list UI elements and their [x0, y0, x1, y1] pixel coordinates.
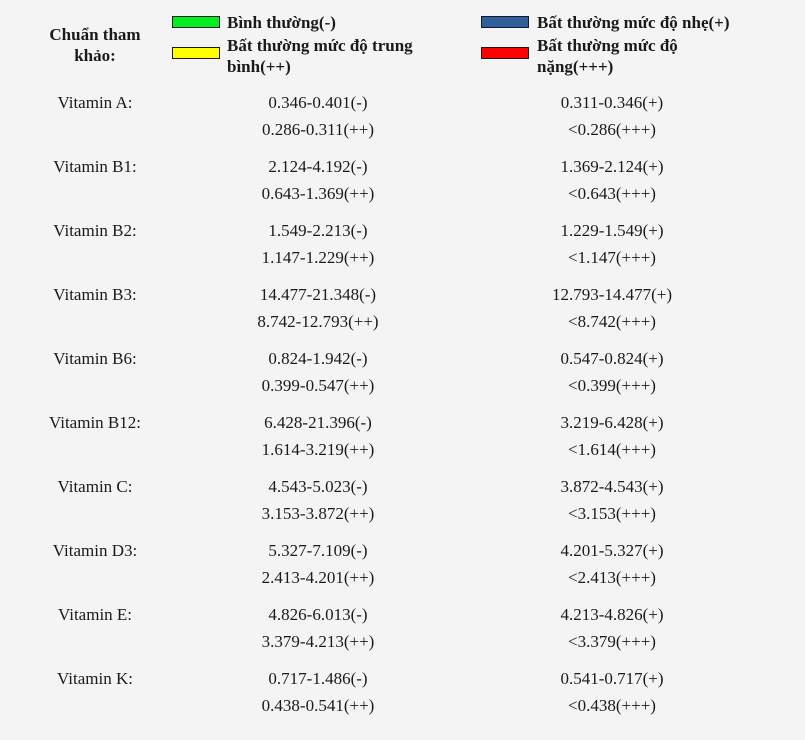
- moderate-range: 0.399-0.547(++): [261, 376, 375, 395]
- vitamin-row: Vitamin E: 4.826-6.013(-) 4.213-4.826(+)…: [0, 602, 805, 666]
- severe-range: <8.742(+++): [568, 312, 656, 331]
- moderate-range: 3.379-4.213(++): [261, 632, 375, 651]
- mild-range: 4.201-5.327(+): [560, 541, 664, 560]
- normal-range: 6.428-21.396(-): [264, 413, 372, 432]
- severe-range: <3.153(+++): [568, 504, 656, 523]
- legend-title: Chuẩn tham khảo:: [49, 25, 141, 65]
- vitamin-row: Vitamin B12: 6.428-21.396(-) 3.219-6.428…: [0, 410, 805, 474]
- normal-range: 2.124-4.192(-): [268, 157, 368, 176]
- mild-range: 3.219-6.428(+): [560, 413, 664, 432]
- moderate-range: 1.147-1.229(++): [261, 248, 375, 267]
- reference-legend: Chuẩn tham khảo: Bình thường(-) Bất thườ…: [0, 0, 805, 85]
- vitamin-row: Vitamin D3: 5.327-7.109(-) 4.201-5.327(+…: [0, 538, 805, 602]
- legend-label-mild: Bất thường mức độ nhẹ(+): [537, 13, 730, 32]
- vitamin-row: Vitamin B6: 0.824-1.942(-) 0.547-0.824(+…: [0, 346, 805, 410]
- vitamin-row: Vitamin C: 4.543-5.023(-) 3.872-4.543(+)…: [0, 474, 805, 538]
- vitamin-row: Vitamin K: 0.717-1.486(-) 0.541-0.717(+)…: [0, 666, 805, 730]
- moderate-range: 0.438-0.541(++): [261, 696, 375, 715]
- vitamin-name: Vitamin D3:: [52, 541, 138, 560]
- vitamin-name: Vitamin K:: [57, 669, 133, 688]
- vitamin-row: Vitamin B3: 14.477-21.348(-) 12.793-14.4…: [0, 282, 805, 346]
- vitamin-name: Vitamin E:: [57, 605, 133, 624]
- severe-color-swatch: [481, 47, 529, 59]
- severe-range: <0.399(+++): [568, 376, 656, 395]
- severe-range: <0.643(+++): [568, 184, 656, 203]
- moderate-range: 1.614-3.219(++): [261, 440, 375, 459]
- moderate-color-swatch: [172, 47, 220, 59]
- normal-range: 0.824-1.942(-): [268, 349, 368, 368]
- mild-range: 1.229-1.549(+): [560, 221, 664, 240]
- moderate-range: 8.742-12.793(++): [257, 312, 379, 331]
- vitamin-name: Vitamin B2:: [53, 221, 137, 240]
- vitamin-row: Vitamin B2: 1.549-2.213(-) 1.229-1.549(+…: [0, 218, 805, 282]
- mild-color-swatch: [481, 16, 529, 28]
- vitamin-reference-table: Vitamin A: 0.346-0.401(-) 0.311-0.346(+)…: [0, 90, 805, 730]
- normal-color-swatch: [172, 16, 220, 28]
- normal-range: 4.543-5.023(-): [268, 477, 368, 496]
- moderate-range: 3.153-3.872(++): [261, 504, 375, 523]
- vitamin-name: Vitamin B12:: [48, 413, 141, 432]
- moderate-range: 0.286-0.311(++): [261, 120, 375, 139]
- legend-label-severe: Bất thường mức độ nặng(+++): [537, 36, 678, 76]
- severe-range: <3.379(+++): [568, 632, 656, 651]
- legend-label-normal: Bình thường(-): [227, 13, 336, 32]
- moderate-range: 0.643-1.369(++): [261, 184, 375, 203]
- severe-range: <0.286(+++): [568, 120, 656, 139]
- normal-range: 4.826-6.013(-): [268, 605, 368, 624]
- normal-range: 5.327-7.109(-): [268, 541, 368, 560]
- moderate-range: 2.413-4.201(++): [261, 568, 375, 587]
- normal-range: 14.477-21.348(-): [259, 285, 377, 304]
- normal-range: 1.549-2.213(-): [268, 221, 368, 240]
- mild-range: 0.547-0.824(+): [560, 349, 664, 368]
- severe-range: <0.438(+++): [568, 696, 656, 715]
- severe-range: <1.147(+++): [568, 248, 656, 267]
- vitamin-name: Vitamin A:: [57, 93, 133, 112]
- normal-range: 0.717-1.486(-): [268, 669, 368, 688]
- mild-range: 4.213-4.826(+): [560, 605, 664, 624]
- mild-range: 3.872-4.543(+): [560, 477, 664, 496]
- severe-range: <2.413(+++): [568, 568, 656, 587]
- mild-range: 12.793-14.477(+): [551, 285, 673, 304]
- legend-label-moderate: Bất thường mức độ trung bình(++): [227, 36, 413, 76]
- vitamin-name: Vitamin B6:: [53, 349, 137, 368]
- vitamin-name: Vitamin B3:: [53, 285, 137, 304]
- vitamin-name: Vitamin B1:: [53, 157, 137, 176]
- normal-range: 0.346-0.401(-): [268, 93, 368, 112]
- mild-range: 0.541-0.717(+): [560, 669, 664, 688]
- mild-range: 0.311-0.346(+): [560, 93, 664, 112]
- vitamin-name: Vitamin C:: [57, 477, 133, 496]
- vitamin-row: Vitamin B1: 2.124-4.192(-) 1.369-2.124(+…: [0, 154, 805, 218]
- vitamin-row: Vitamin A: 0.346-0.401(-) 0.311-0.346(+)…: [0, 90, 805, 154]
- mild-range: 1.369-2.124(+): [560, 157, 664, 176]
- severe-range: <1.614(+++): [568, 440, 656, 459]
